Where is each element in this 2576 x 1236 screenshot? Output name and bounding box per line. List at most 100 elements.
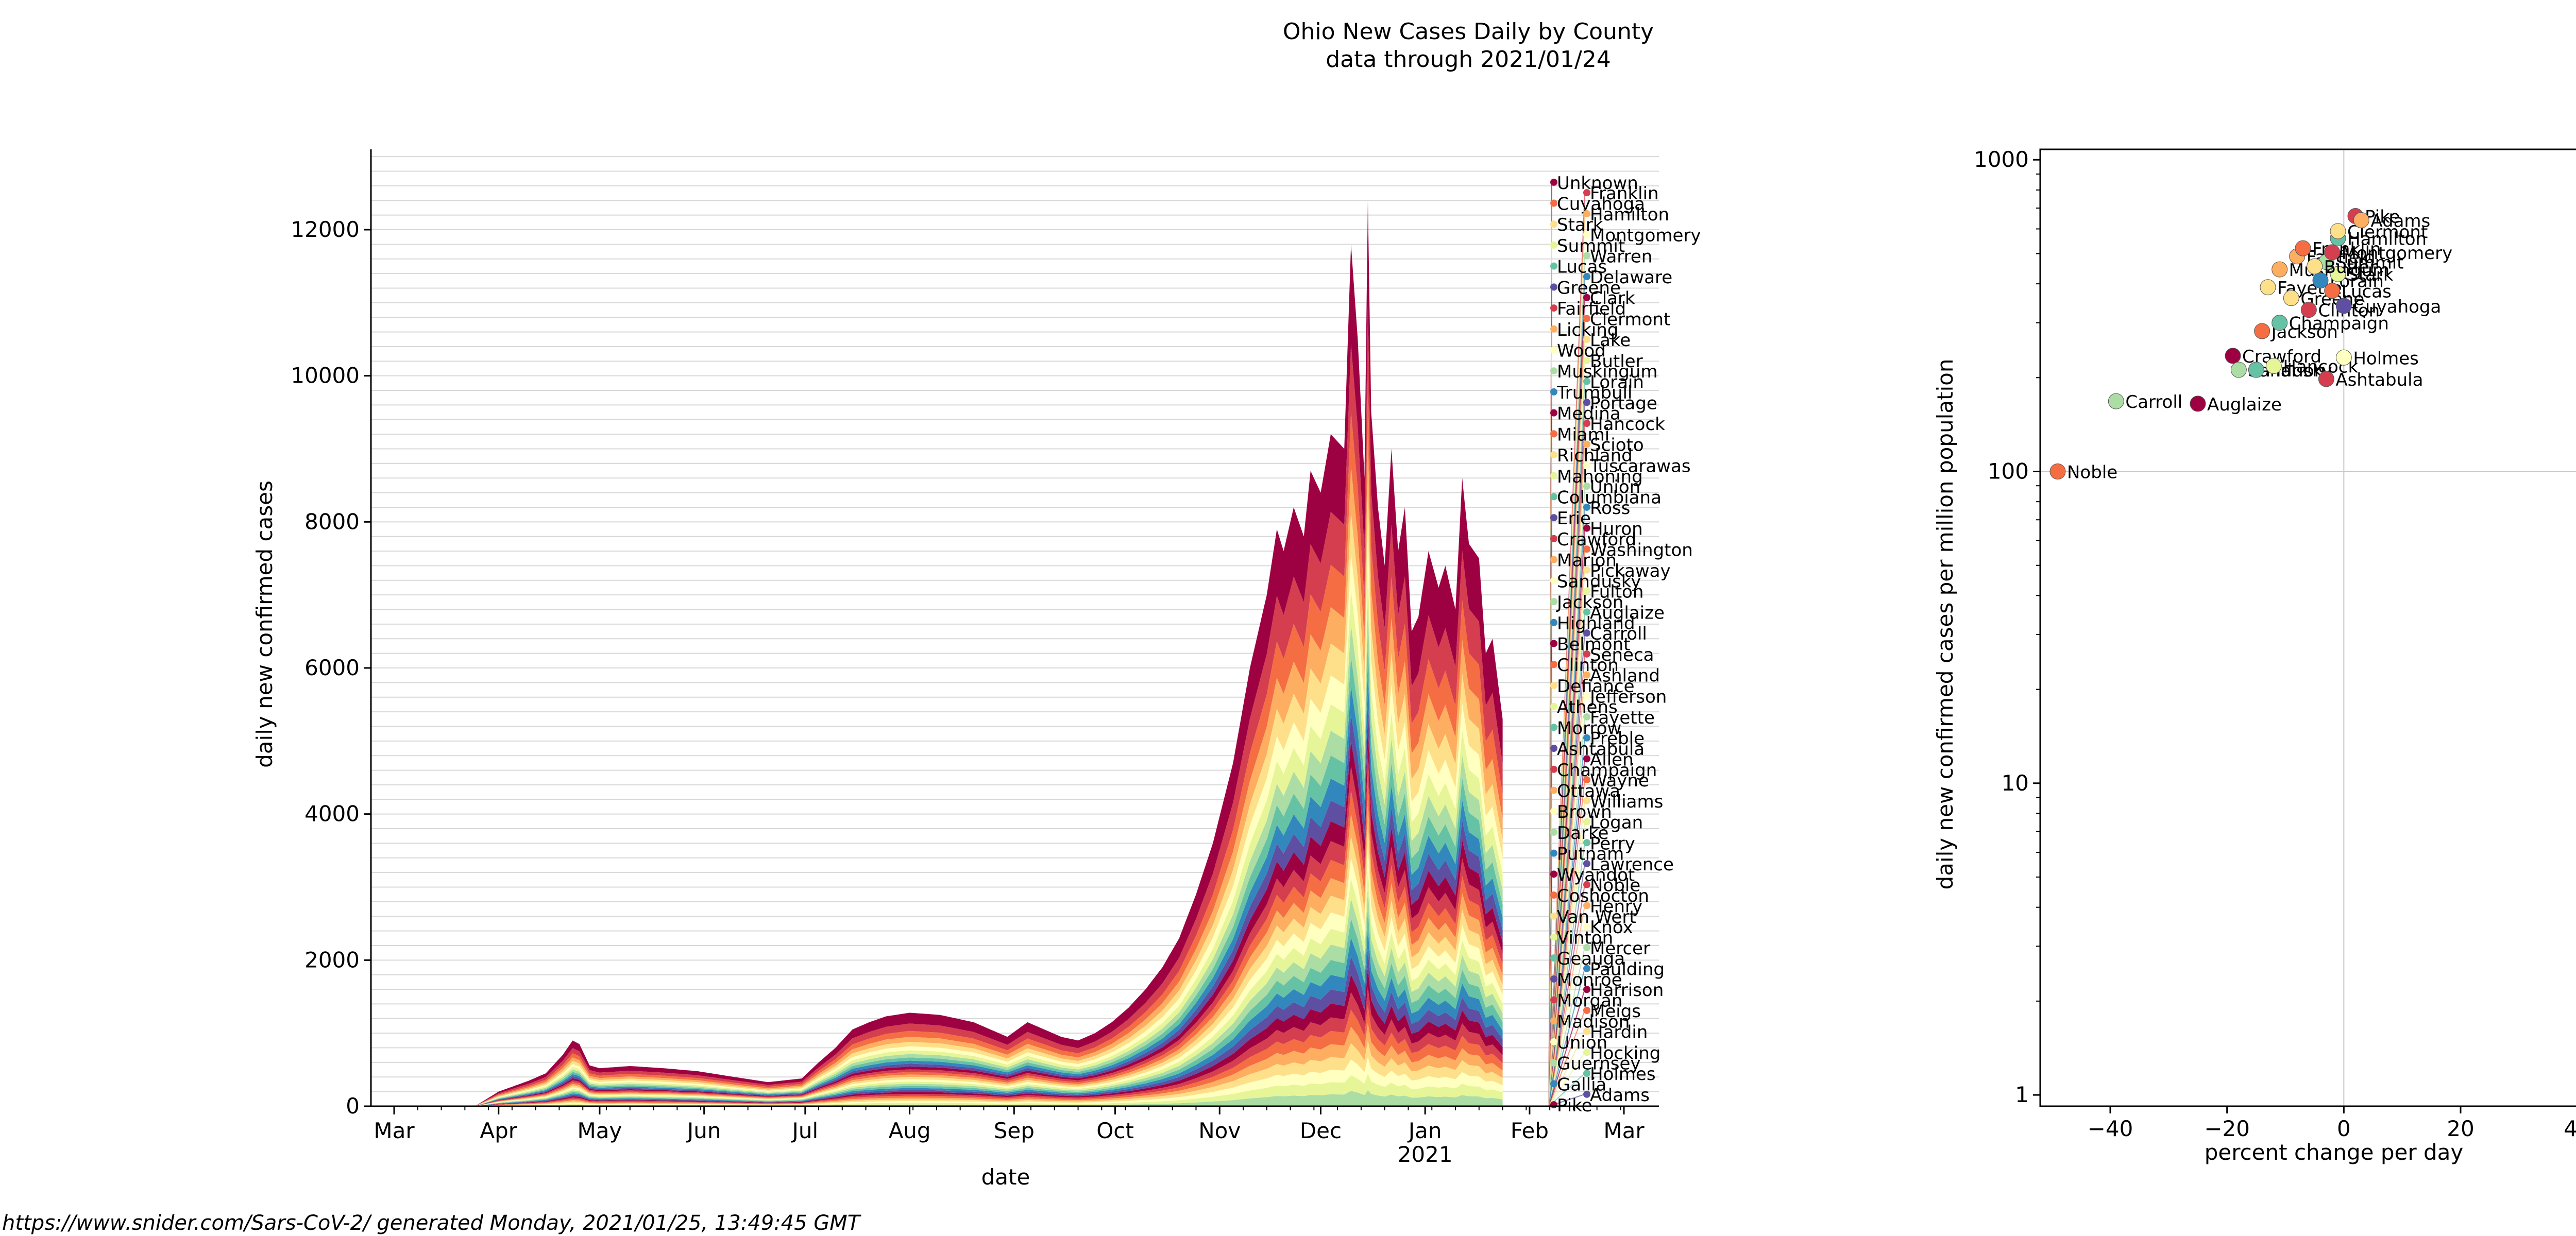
figure-title: Ohio New Cases Daily by County	[1282, 19, 1654, 45]
label-marker	[1583, 671, 1590, 679]
point-label: Pike	[2365, 207, 2400, 227]
scatter-point	[2283, 290, 2299, 306]
county-label: Geauga	[1557, 949, 1625, 969]
county-label: Lorain	[1590, 372, 1644, 393]
label-marker	[1583, 336, 1590, 344]
label-marker	[1583, 755, 1590, 763]
y-tick-label: 0	[346, 1093, 360, 1119]
county-label: Clark	[1590, 288, 1635, 309]
county-label: Montgomery	[1590, 226, 1701, 246]
scatter-point	[2300, 302, 2317, 318]
point-label: Ashtabula	[2335, 370, 2423, 390]
county-label: Guernsey	[1557, 1054, 1641, 1074]
scatter-point	[2272, 315, 2288, 331]
y-tick-label: 10000	[291, 363, 360, 388]
label-marker	[1583, 503, 1590, 511]
y-tick-label: 12000	[291, 217, 360, 242]
scatter-point	[2307, 258, 2323, 274]
county-label: Adams	[1590, 1085, 1650, 1106]
y-tick-label: 6000	[304, 655, 360, 680]
label-marker	[1550, 640, 1557, 647]
label-marker	[1550, 241, 1557, 249]
county-label: Delaware	[1590, 267, 1672, 288]
x-tick-label: Sep	[994, 1118, 1035, 1143]
label-marker	[1550, 996, 1557, 1004]
label-marker	[1550, 912, 1557, 920]
county-label: Preble	[1590, 729, 1645, 749]
label-marker	[1583, 650, 1590, 658]
county-label: Unknown	[1557, 173, 1638, 194]
label-leader	[1548, 947, 1585, 1107]
plot-frame	[2039, 148, 2576, 1107]
county-label: Mahoning	[1557, 467, 1643, 487]
label-marker	[1550, 1080, 1557, 1088]
label-leader	[1548, 926, 1585, 1107]
x-tick-label: 40	[2564, 1116, 2576, 1141]
y-tick-label: 1000	[1974, 147, 2029, 172]
label-marker	[1550, 304, 1557, 312]
x-tick-label: 20	[2447, 1116, 2474, 1141]
point-label: Auglaize	[2207, 394, 2282, 415]
county-label: Sandusky	[1557, 571, 1641, 592]
area-series-erie	[424, 1090, 1503, 1106]
label-marker	[1550, 346, 1557, 354]
point-label: Noble	[2067, 462, 2117, 483]
y-tick-label: 10	[2002, 770, 2029, 796]
label-leader	[1548, 1031, 1585, 1107]
county-label: Huron	[1590, 519, 1643, 540]
x-tick-label: −40	[2088, 1116, 2133, 1141]
y-tick-label: 8000	[304, 509, 360, 534]
label-marker	[1550, 724, 1557, 731]
county-label: Union	[1557, 1033, 1607, 1053]
county-label: Fulton	[1590, 582, 1643, 603]
point-label: Adams	[2370, 211, 2430, 232]
county-label: Williams	[1590, 792, 1663, 812]
label-leader	[1548, 1073, 1585, 1107]
label-marker	[1583, 294, 1590, 301]
label-marker	[1583, 189, 1590, 197]
label-marker	[1583, 315, 1590, 322]
stacked-areas	[424, 200, 1503, 1107]
point-label: Cuyahoga	[2353, 297, 2441, 317]
label-marker	[1583, 566, 1590, 574]
scatter-point	[2318, 371, 2334, 387]
label-marker	[1583, 839, 1590, 847]
x-tick-label: Jul	[791, 1118, 819, 1143]
label-marker	[1550, 262, 1557, 270]
label-leader	[1548, 1010, 1585, 1107]
county-label: Madison	[1557, 1011, 1630, 1032]
county-label: Wayne	[1590, 770, 1649, 791]
label-marker	[1550, 828, 1557, 836]
label-marker	[1583, 399, 1590, 406]
footer-credit: https://www.snider.com/Sars-CoV-2/ gener…	[2, 1211, 860, 1235]
label-marker	[1583, 797, 1590, 804]
county-label: Harrison	[1590, 980, 1664, 1001]
county-label: Wood	[1557, 341, 1606, 362]
label-marker	[1583, 420, 1590, 427]
label-marker	[1583, 1006, 1590, 1014]
axes: 0 2000 4000 6000 8000 10000 12000 Mar Apr May Jun J…	[291, 149, 1659, 1167]
scatter-point	[2108, 393, 2124, 409]
x-tick-label: Feb	[1511, 1118, 1549, 1143]
y-axis-label: daily new confirmed cases per million po…	[1933, 359, 1958, 890]
x-tick-label: 0	[2337, 1116, 2351, 1141]
label-marker	[1583, 440, 1590, 448]
scatter-point	[2248, 362, 2264, 378]
county-labels: UnknownFranklinCuyahogaHamiltonStarkMont…	[1548, 173, 1701, 1116]
county-label: Muskingum	[1557, 362, 1658, 382]
county-label: Putnam	[1557, 844, 1624, 865]
label-marker	[1583, 210, 1590, 217]
label-marker	[1550, 430, 1557, 438]
county-label: Mercer	[1590, 938, 1650, 959]
county-label: Scioto	[1590, 435, 1644, 456]
county-label: Richland	[1557, 445, 1633, 466]
label-marker	[1550, 808, 1557, 815]
county-label: Perry	[1590, 833, 1635, 854]
county-label: Stark	[1557, 215, 1603, 235]
label-marker	[1583, 629, 1590, 637]
label-marker	[1550, 472, 1557, 479]
area-series-wayne	[424, 1022, 1503, 1106]
label-marker	[1550, 1059, 1557, 1067]
county-label: Monroe	[1557, 970, 1622, 990]
